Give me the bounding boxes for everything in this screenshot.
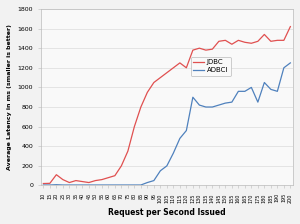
ADBCI — [100, 184, 104, 186]
JDBC — [276, 39, 279, 42]
JDBC — [191, 49, 195, 52]
ADBCI — [198, 104, 201, 106]
ADBCI — [146, 181, 149, 184]
JDBC — [243, 41, 247, 44]
JDBC — [126, 150, 130, 153]
ADBCI — [113, 184, 117, 186]
X-axis label: Request per Second Issued: Request per Second Issued — [108, 208, 226, 217]
ADBCI — [191, 96, 195, 99]
ADBCI — [152, 179, 156, 182]
ADBCI — [120, 184, 123, 186]
Line: JDBC: JDBC — [44, 27, 290, 183]
ADBCI — [262, 81, 266, 84]
JDBC — [178, 62, 182, 64]
JDBC — [42, 182, 45, 185]
Line: ADBCI: ADBCI — [44, 63, 290, 185]
JDBC — [237, 39, 240, 42]
JDBC — [106, 176, 110, 179]
ADBCI — [94, 184, 97, 186]
ADBCI — [159, 169, 162, 172]
JDBC — [61, 178, 65, 181]
ADBCI — [133, 184, 136, 186]
JDBC — [289, 25, 292, 28]
JDBC — [139, 106, 143, 108]
JDBC — [68, 181, 71, 184]
ADBCI — [211, 106, 214, 108]
JDBC — [74, 179, 78, 182]
JDBC — [198, 47, 201, 50]
JDBC — [282, 39, 286, 42]
JDBC — [224, 39, 227, 42]
JDBC — [152, 81, 156, 84]
JDBC — [55, 173, 58, 176]
JDBC — [133, 125, 136, 128]
JDBC — [269, 40, 273, 43]
ADBCI — [81, 184, 84, 186]
JDBC — [172, 67, 175, 69]
JDBC — [230, 43, 234, 46]
ADBCI — [74, 184, 78, 186]
ADBCI — [126, 184, 130, 186]
ADBCI — [61, 184, 65, 186]
Y-axis label: Average Latency in ms (smaller is better): Average Latency in ms (smaller is better… — [7, 24, 12, 170]
ADBCI — [68, 184, 71, 186]
ADBCI — [250, 86, 253, 89]
ADBCI — [237, 90, 240, 93]
ADBCI — [276, 90, 279, 93]
ADBCI — [42, 184, 45, 186]
JDBC — [184, 67, 188, 69]
JDBC — [204, 49, 208, 52]
ADBCI — [184, 129, 188, 132]
ADBCI — [256, 101, 260, 103]
ADBCI — [269, 88, 273, 91]
JDBC — [250, 42, 253, 45]
ADBCI — [178, 137, 182, 140]
ADBCI — [48, 184, 52, 186]
JDBC — [211, 48, 214, 50]
ADBCI — [55, 183, 58, 186]
JDBC — [120, 164, 123, 167]
ADBCI — [224, 102, 227, 104]
ADBCI — [282, 67, 286, 69]
JDBC — [94, 179, 97, 182]
JDBC — [87, 181, 91, 184]
JDBC — [159, 76, 162, 79]
ADBCI — [172, 152, 175, 155]
JDBC — [262, 33, 266, 36]
Legend: JDBC, ADBCI: JDBC, ADBCI — [190, 56, 231, 76]
ADBCI — [87, 184, 91, 186]
JDBC — [81, 180, 84, 183]
JDBC — [48, 182, 52, 185]
ADBCI — [165, 164, 169, 167]
ADBCI — [230, 101, 234, 103]
ADBCI — [106, 184, 110, 186]
JDBC — [100, 178, 104, 181]
ADBCI — [289, 62, 292, 64]
ADBCI — [243, 90, 247, 93]
JDBC — [113, 174, 117, 177]
JDBC — [146, 91, 149, 94]
JDBC — [165, 71, 169, 74]
ADBCI — [204, 106, 208, 108]
JDBC — [217, 40, 221, 43]
ADBCI — [217, 104, 221, 106]
ADBCI — [139, 184, 143, 186]
JDBC — [256, 40, 260, 43]
